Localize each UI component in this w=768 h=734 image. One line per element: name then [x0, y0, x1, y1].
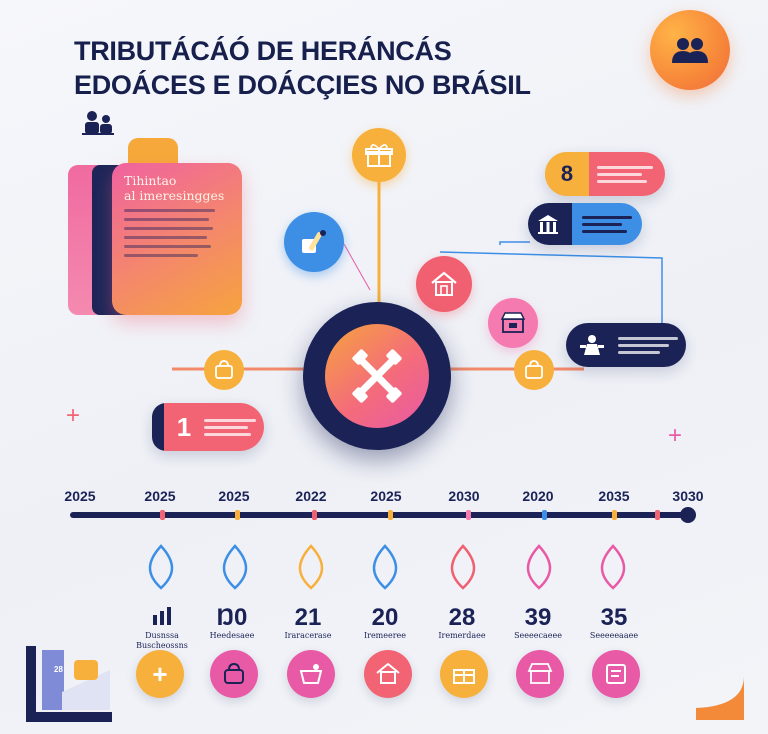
- card-text-line: [124, 227, 214, 230]
- plus-icon: +: [66, 402, 81, 429]
- timeline-tick: [160, 510, 165, 520]
- store-icon[interactable]: [516, 650, 564, 698]
- bottom-value: 39: [524, 604, 552, 631]
- bottom-sub: Iremeeree: [363, 631, 407, 640]
- stat-pill-person[interactable]: [566, 323, 686, 367]
- card-text-line: [124, 236, 207, 239]
- card-text-line: [124, 209, 216, 212]
- pill-text-lines: [582, 215, 632, 233]
- bottom-sub: Buscheossns: [136, 641, 188, 650]
- timeline-tick: [388, 510, 393, 520]
- users-icon: [650, 10, 730, 90]
- info-card: Tihintao al imeresingges: [112, 163, 242, 315]
- corner-shape: [696, 676, 744, 720]
- person-icon: [572, 325, 612, 365]
- stat-pill-8[interactable]: 8: [545, 152, 665, 196]
- bag-icon[interactable]: [210, 650, 258, 698]
- stat-value: 8: [545, 152, 589, 196]
- central-hub[interactable]: [303, 302, 451, 450]
- bottom-sub: Seeeecaeee: [514, 631, 562, 640]
- timeline-label: 2025: [144, 488, 176, 504]
- bag-icon[interactable]: [514, 350, 554, 390]
- timeline-label: 2025: [370, 488, 402, 504]
- house-icon[interactable]: [416, 256, 472, 312]
- bag-icon[interactable]: [204, 350, 244, 390]
- add-circle[interactable]: +: [136, 650, 184, 698]
- timeline-label: 3030: [672, 488, 704, 504]
- gift-icon[interactable]: [352, 128, 406, 182]
- plus-icon: +: [668, 422, 683, 449]
- timeline-tick: [612, 510, 617, 520]
- pill-text-lines: [618, 336, 678, 354]
- document-icon[interactable]: [592, 650, 640, 698]
- pill-text-lines: [204, 418, 256, 436]
- house-icon[interactable]: [364, 650, 412, 698]
- bottom-sub: Iremerdaee: [438, 631, 486, 640]
- bottom-value: [132, 604, 192, 632]
- card-title-2: al imeresingges: [124, 188, 225, 203]
- bottom-value: 20: [371, 604, 399, 631]
- bottom-sub: Seeeeeaaee: [589, 631, 639, 640]
- stat-pill-1[interactable]: 1: [152, 403, 264, 451]
- title-line-1: TRIBUTÁCÁÓ DE HERÁNCÁS: [74, 36, 452, 66]
- timeline-label: 2025: [64, 488, 96, 504]
- drop-marker-icon[interactable]: [524, 544, 554, 590]
- drop-marker-icon[interactable]: [598, 544, 628, 590]
- drop-marker-icon[interactable]: [146, 544, 176, 590]
- drop-marker-icon[interactable]: [296, 544, 326, 590]
- bar-icon: [153, 607, 171, 625]
- drop-marker-icon[interactable]: [220, 544, 250, 590]
- bottom-sub: Heedesaee: [209, 631, 255, 640]
- gift-icon[interactable]: [440, 650, 488, 698]
- paint-icon[interactable]: [284, 212, 344, 272]
- bottom-sub: Iraracerase: [284, 631, 332, 640]
- card-text-line: [124, 245, 211, 248]
- bottom-value: 35: [600, 604, 628, 631]
- people-icon: [82, 111, 114, 135]
- stat-pill-building[interactable]: [528, 203, 642, 245]
- pill-text-lines: [597, 165, 653, 183]
- timeline-end-dot: [680, 507, 696, 523]
- timeline-label: 2022: [295, 488, 327, 504]
- building-icon: [528, 204, 568, 244]
- page-title: TRIBUTÁCÁÓ DE HERÁNCÁS EDOÁCES E DOÁCÇIE…: [74, 34, 594, 102]
- timeline-tick: [312, 510, 317, 520]
- corner-chart-label: 28: [54, 665, 63, 674]
- title-line-2: EDOÁCES E DOÁCÇIES NO BRÁSIL: [74, 70, 531, 100]
- timeline-tick: [235, 510, 240, 520]
- timeline-bar: [70, 512, 690, 518]
- store-icon[interactable]: [488, 298, 538, 348]
- bottom-value: 21: [294, 604, 322, 631]
- timeline-label: 2030: [448, 488, 480, 504]
- corner-chart-icon: [26, 646, 112, 722]
- card-text-line: [124, 218, 209, 221]
- bottom-sub: Dusnssa: [145, 631, 179, 640]
- timeline-tick: [542, 510, 547, 520]
- bottom-value: Ŋ0: [216, 604, 248, 631]
- tools-cross-icon: [325, 324, 429, 428]
- card-title-1: Tihintao: [124, 173, 177, 188]
- timeline-label: 2035: [598, 488, 630, 504]
- bottom-value: 28: [448, 604, 476, 631]
- basket-icon[interactable]: [287, 650, 335, 698]
- timeline-tick: [655, 510, 660, 520]
- card-text-line: [124, 254, 199, 257]
- timeline-label: 2025: [218, 488, 250, 504]
- plus-icon: +: [152, 658, 168, 689]
- stat-value: 1: [176, 411, 192, 442]
- timeline-label: 2020: [522, 488, 554, 504]
- timeline-tick: [466, 510, 471, 520]
- drop-marker-icon[interactable]: [370, 544, 400, 590]
- drop-marker-icon[interactable]: [448, 544, 478, 590]
